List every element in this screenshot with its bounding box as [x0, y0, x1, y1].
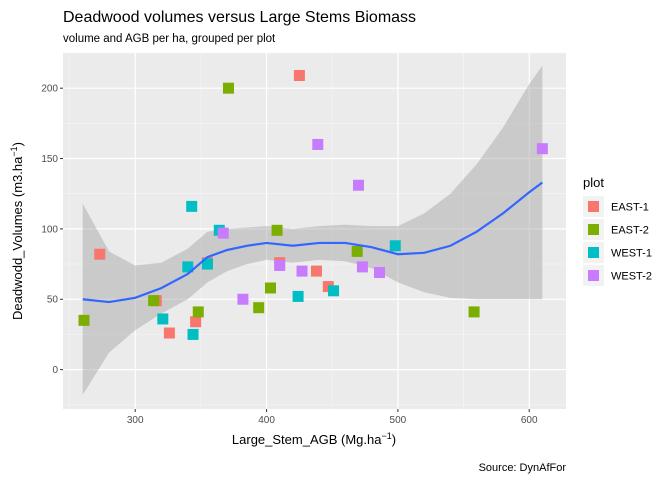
data-point-west-2: [296, 265, 308, 277]
x-tick-label: 500: [390, 415, 407, 426]
y-tick-label: 0: [52, 365, 58, 376]
x-axis-title: Large_Stem_AGB (Mg.ha−1): [232, 431, 396, 447]
legend-label-east-1: EAST-1: [611, 202, 649, 214]
legend-key-east-2: [588, 224, 599, 235]
data-point-west-2: [237, 293, 249, 305]
data-point-west-1: [201, 258, 213, 270]
data-point-east-1: [163, 327, 175, 339]
data-point-west-1: [186, 200, 198, 212]
data-point-east-1: [293, 70, 305, 82]
data-point-west-2: [356, 261, 368, 273]
grid-minor: [63, 52, 566, 409]
data-point-west-2: [217, 227, 229, 239]
x-tick-label: 600: [521, 415, 538, 426]
y-tick-label: 50: [47, 295, 59, 306]
data-point-west-1: [157, 313, 169, 325]
data-point-east-2: [468, 306, 480, 318]
legend-label-east-2: EAST-2: [611, 225, 649, 237]
data-point-east-1: [94, 248, 106, 260]
plot-panel: [63, 53, 566, 409]
confidence-ribbon: [82, 65, 543, 395]
x-tick-label: 400: [258, 415, 275, 426]
data-point-west-1: [187, 328, 199, 340]
data-point-east-2: [265, 282, 277, 294]
data-point-west-1: [328, 285, 340, 297]
data-point-west-1: [292, 290, 304, 302]
data-point-east-1: [190, 316, 202, 328]
data-point-west-2: [352, 179, 364, 191]
y-tick-label: 150: [41, 154, 58, 165]
x-tick-label: 300: [127, 415, 144, 426]
y-tick-label: 200: [41, 84, 58, 95]
data-point-east-2: [253, 302, 265, 314]
chart-title: Deadwood volumes versus Large Stems Biom…: [63, 9, 416, 26]
legend-label-west-1: WEST-1: [611, 248, 652, 260]
y-axis-title: Deadwodd_Volumes (m3.ha−1): [9, 142, 25, 320]
chart-subtitle: volume and AGB per ha, grouped per plot: [63, 33, 276, 45]
data-point-east-1: [310, 265, 322, 277]
legend-title: plot: [583, 175, 604, 190]
data-point-west-1: [182, 261, 194, 273]
data-point-west-1: [389, 240, 401, 252]
data-point-west-2: [536, 143, 548, 155]
data-point-east-2: [271, 224, 283, 236]
caption: Source: DynAfFor: [479, 462, 567, 474]
legend-key-west-2: [588, 270, 599, 281]
data-point-east-2: [351, 245, 363, 257]
legend-key-west-1: [588, 247, 599, 258]
data-points: [78, 70, 548, 340]
legend-key-east-1: [588, 201, 599, 212]
x-axis: 300 400 500 600: [127, 409, 538, 426]
y-axis: 0 50 100 150 200: [41, 84, 63, 376]
data-point-east-2: [78, 314, 90, 326]
data-point-west-2: [374, 267, 386, 279]
smooth-line: [82, 181, 544, 304]
legend-label-west-2: WEST-2: [611, 271, 652, 283]
data-point-west-2: [274, 259, 286, 271]
legend: plot EAST-1 EAST-2 WEST-1 WEST-2: [583, 175, 652, 286]
data-point-west-2: [312, 138, 324, 150]
data-point-east-2: [192, 306, 204, 318]
data-point-east-2: [148, 295, 160, 307]
data-point-east-2: [222, 82, 234, 94]
grid-major: [63, 53, 566, 409]
y-tick-label: 100: [41, 224, 58, 235]
